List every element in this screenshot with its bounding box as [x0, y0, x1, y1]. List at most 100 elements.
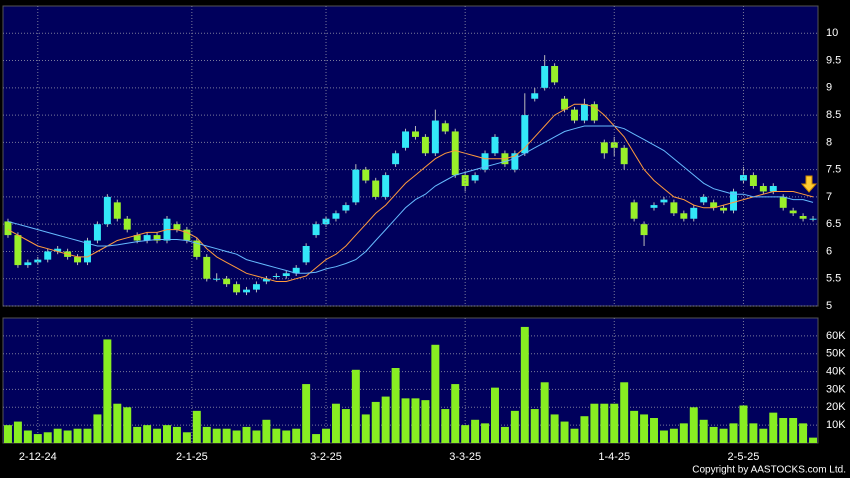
copyright: Copyright by AASTOCKS.com Ltd. — [692, 465, 846, 476]
volume-bar — [13, 421, 22, 443]
volume-bar — [43, 432, 52, 443]
volume-bar — [401, 398, 410, 443]
y-tick-label: 50K — [826, 348, 846, 360]
volume-bar — [580, 416, 589, 443]
candle-body — [491, 136, 499, 154]
candle-body — [282, 273, 290, 276]
volume-bar — [262, 419, 271, 443]
volume-bar — [510, 410, 519, 443]
candle-body — [143, 235, 151, 241]
candle-body — [779, 196, 787, 208]
candle-body — [342, 205, 350, 211]
volume-bar — [540, 382, 549, 443]
volume-bar — [729, 423, 738, 443]
volume-bar — [560, 421, 569, 443]
y-tick-label: 7 — [826, 191, 832, 203]
candle-body — [372, 180, 380, 197]
candle-body — [262, 278, 270, 282]
candle-body — [243, 289, 250, 293]
arrow-marker — [800, 175, 818, 193]
arrow-icon — [800, 175, 818, 193]
volume-bar — [441, 409, 450, 443]
volume-bar — [699, 419, 708, 443]
candle-body — [720, 207, 728, 211]
candle-body — [749, 175, 757, 186]
candle-body — [362, 169, 370, 181]
volume-bar — [719, 428, 728, 443]
candle-body — [193, 240, 201, 257]
candle-body — [84, 240, 91, 263]
volume-bar — [809, 437, 818, 443]
candle-body — [14, 235, 22, 266]
candle-body — [759, 186, 767, 192]
candle-body — [322, 218, 330, 225]
x-tick-label: 2-5-25 — [728, 451, 760, 463]
volume-bar — [570, 428, 579, 443]
volume-bar — [630, 410, 639, 443]
candle-body — [74, 256, 82, 263]
volume-bar — [351, 369, 360, 443]
volume-bar — [600, 403, 609, 443]
volume-bar — [182, 432, 191, 443]
candle-body — [600, 142, 608, 154]
candle-body — [4, 221, 12, 236]
volume-bar — [83, 428, 92, 443]
candle-body — [610, 142, 618, 148]
candle-body — [551, 66, 559, 83]
volume-bar — [361, 414, 370, 443]
x-tick-label: 3-2-25 — [310, 451, 342, 463]
volume-bar — [371, 401, 380, 443]
volume-bar — [341, 409, 350, 443]
candle-body — [54, 248, 62, 252]
candle-body — [481, 153, 489, 170]
volume-bar — [133, 426, 142, 443]
candle-body — [680, 213, 688, 219]
candle-body — [213, 278, 221, 280]
volume-bar — [53, 428, 62, 443]
volume-bar — [759, 428, 768, 443]
candle-body — [700, 196, 708, 203]
candle-body — [451, 131, 459, 176]
volume-bar — [153, 428, 162, 443]
volume-bar — [3, 425, 12, 443]
candle-body — [292, 267, 300, 274]
y-tick-label: 5 — [826, 300, 832, 312]
candle-body — [252, 284, 260, 290]
volume-bar — [33, 434, 42, 443]
volume-bar — [610, 403, 619, 443]
candle-body — [173, 224, 181, 230]
x-tick-label: 3-3-25 — [449, 451, 481, 463]
candle-body — [223, 278, 231, 285]
volume-bar — [222, 428, 231, 443]
volume-bar — [172, 426, 181, 443]
candle-body — [123, 218, 131, 230]
candle-body — [511, 153, 519, 170]
price-panel — [2, 5, 819, 307]
y-tick-label: 30K — [826, 383, 846, 395]
candle-body — [580, 104, 588, 121]
volume-bar — [73, 428, 82, 443]
candle-body — [441, 123, 449, 132]
y-tick-label: 40K — [826, 365, 846, 377]
candle-body — [431, 120, 439, 154]
volume-bar — [530, 409, 539, 443]
candle-body — [471, 175, 479, 181]
volume-bar — [123, 407, 132, 443]
volume-bar — [749, 423, 758, 443]
y-tick-label: 10 — [826, 27, 838, 39]
candle-body — [183, 229, 191, 241]
volume-bar — [640, 414, 649, 443]
volume-bar — [789, 418, 798, 443]
volume-bar — [63, 430, 72, 443]
candle-body — [660, 199, 668, 203]
candle-body — [24, 262, 32, 266]
candle-body — [421, 136, 429, 154]
volume-bar — [242, 426, 251, 443]
volume-bar — [143, 425, 152, 443]
x-tick-label: 2-12-24 — [19, 451, 57, 463]
volume-bar — [799, 423, 808, 443]
volume-bar — [679, 423, 688, 443]
moving-average-line — [7, 103, 814, 282]
volume-bar — [471, 419, 480, 443]
candle-body — [302, 246, 310, 263]
